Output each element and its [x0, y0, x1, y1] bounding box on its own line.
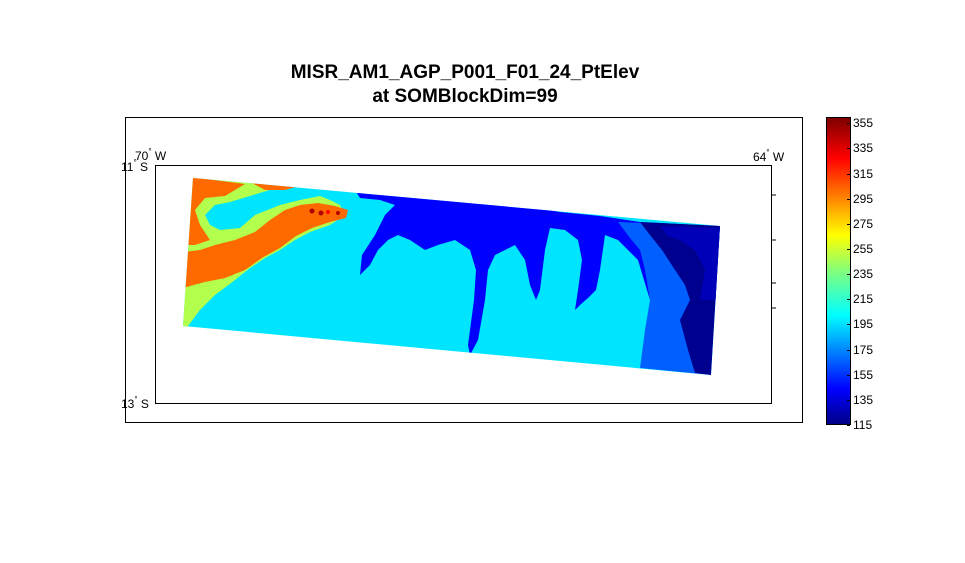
colorbar-tick-label: 195 [853, 318, 873, 330]
north-latitude-label: 11° S [121, 160, 148, 174]
peak-2 [319, 211, 324, 216]
colorbar [826, 117, 851, 425]
colorbar-tick-mark [847, 324, 850, 325]
colorbar-tick-label: 295 [853, 193, 873, 205]
colorbar-tick-label: 255 [853, 243, 873, 255]
colorbar-tick-mark [847, 224, 850, 225]
colorbar-tick-label: 215 [853, 293, 873, 305]
colorbar-tick-label: 115 [853, 419, 872, 431]
colorbar-tick-mark [847, 400, 850, 401]
colorbar-tick-mark [847, 425, 850, 426]
colorbar-tick-label: 135 [853, 394, 873, 406]
colorbar-tick-label: 155 [853, 369, 873, 381]
peak-3 [326, 210, 330, 214]
colorbar-tick-mark [847, 123, 850, 124]
east-longitude-label: 64° W [753, 150, 784, 164]
colorbar-tick-mark [847, 249, 850, 250]
colorbar-tick-mark [847, 350, 850, 351]
peak-4 [336, 211, 340, 215]
colorbar-tick-mark [847, 174, 850, 175]
peak-1 [310, 209, 315, 214]
colorbar-tick-mark [847, 148, 850, 149]
south-latitude-label: 13° S [121, 397, 149, 411]
colorbar-tick-label: 275 [853, 218, 873, 230]
colorbar-tick-mark [847, 274, 850, 275]
colorbar-tick-label: 235 [853, 268, 873, 280]
colorbar-tick-label: 175 [853, 344, 873, 356]
colorbar-tick-label: 335 [853, 142, 873, 154]
colorbar-tick-mark [847, 375, 850, 376]
colorbar-tick-label: 355 [853, 117, 873, 129]
colorbar-gradient [827, 118, 851, 425]
elevation-swath [150, 160, 750, 390]
colorbar-tick-label: 315 [853, 168, 873, 180]
colorbar-tick-mark [847, 199, 850, 200]
colorbar-tick-mark [847, 299, 850, 300]
